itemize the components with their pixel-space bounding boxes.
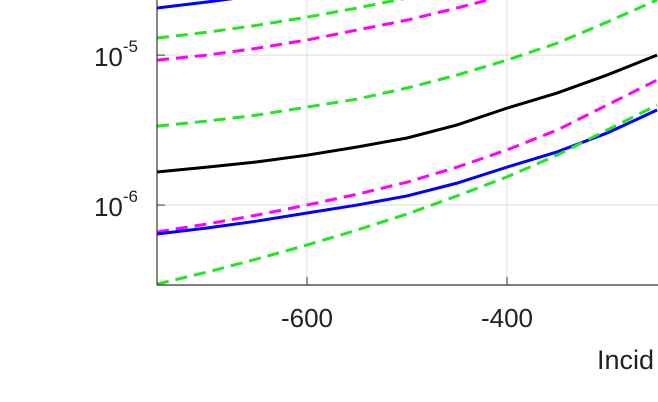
series-line: [157, 0, 234, 10]
plot-area: [157, 0, 658, 285]
y-tick-base: 10: [94, 192, 123, 222]
series-line: [157, 78, 658, 234]
series-line: [157, 103, 658, 285]
series-line: [157, 0, 495, 62]
series-line: [157, 108, 658, 236]
series-line: [157, 0, 405, 40]
x-tick-label: -400: [481, 303, 533, 333]
series-line: [157, 0, 658, 128]
series-line: [157, 53, 658, 174]
y-tick-base: 10: [94, 42, 123, 72]
y-tick-label: 10-6: [94, 188, 138, 222]
y-tick-label: 10-5: [94, 38, 138, 72]
axes: 10-610-5-600 -400: [94, 0, 658, 333]
y-tick-exponent: -6: [123, 188, 138, 207]
y-tick-exponent: -5: [123, 38, 138, 57]
x-tick-label: -600: [281, 303, 333, 333]
x-axis-label: Incid: [597, 345, 654, 375]
grid: [157, 0, 658, 285]
